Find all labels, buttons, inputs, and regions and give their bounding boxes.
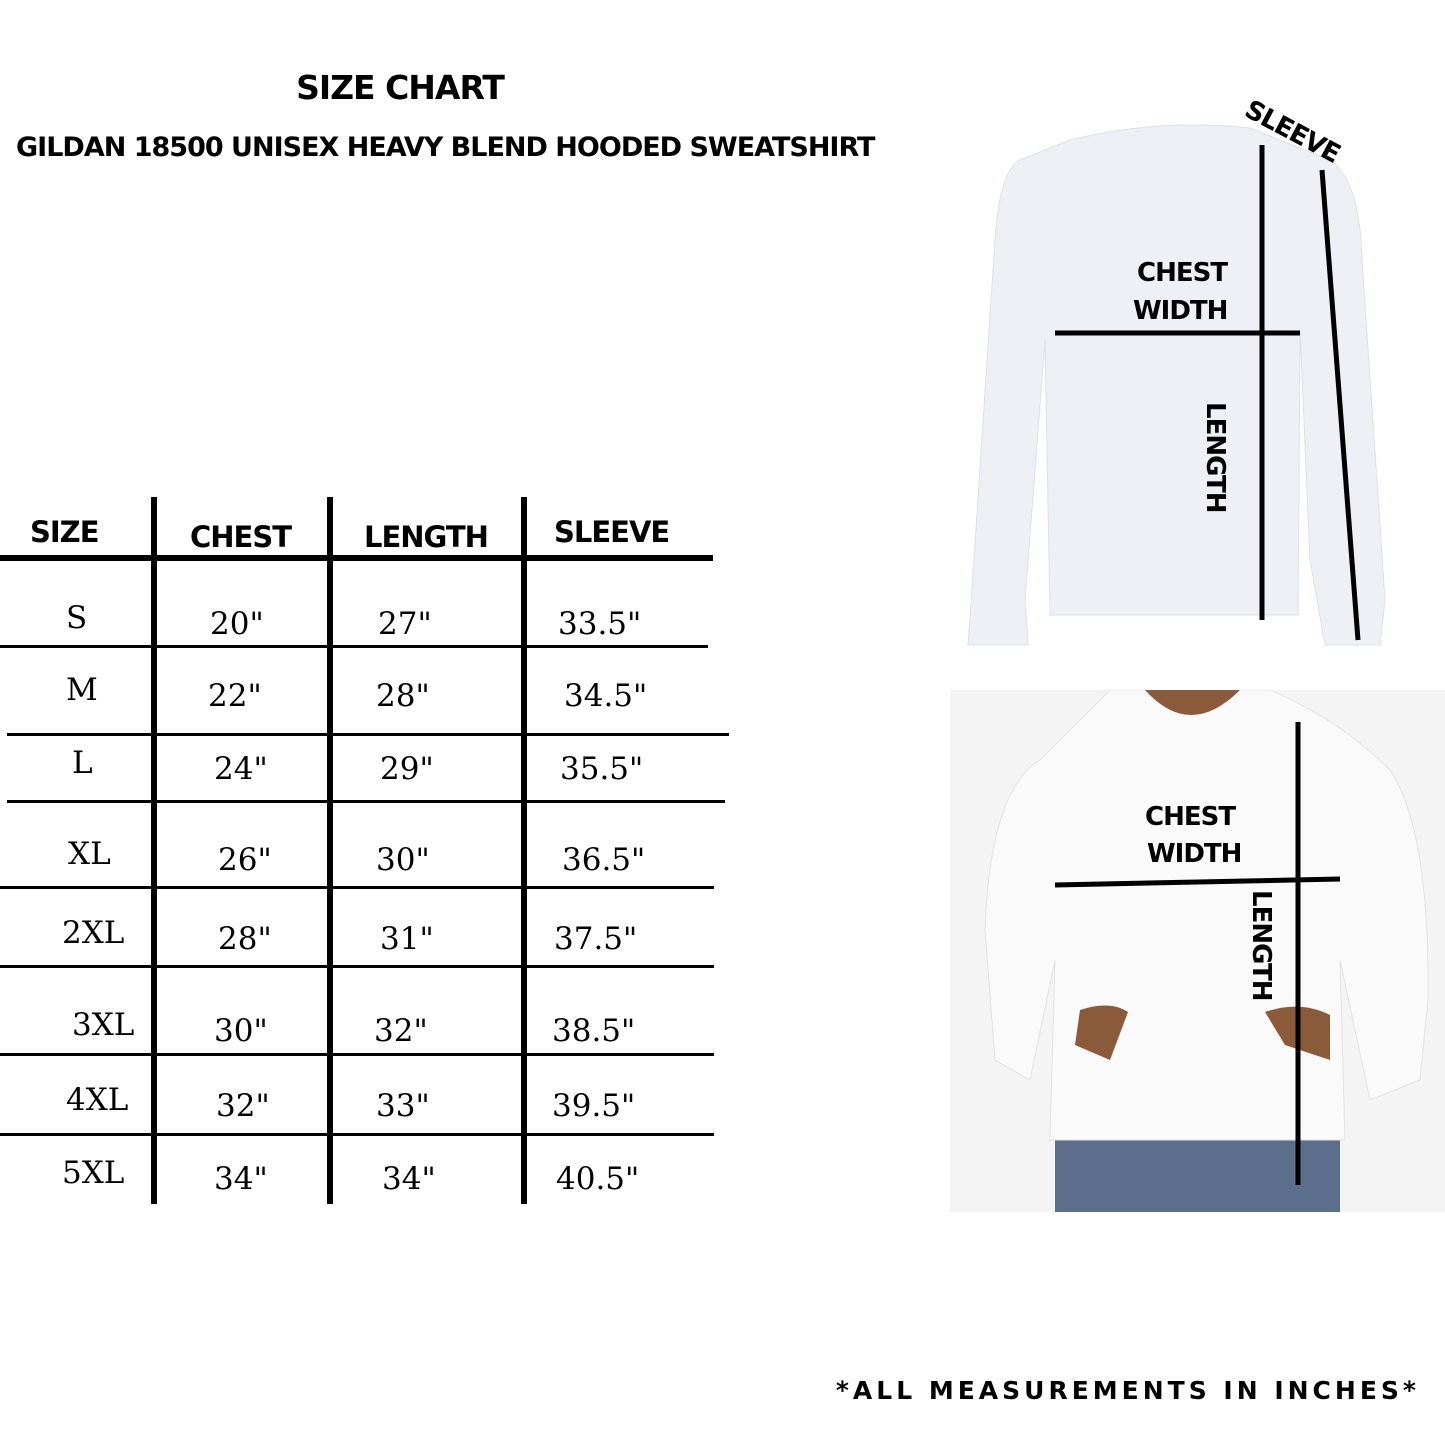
measurement-cell: 34" [382,1161,436,1197]
size-cell: L [72,745,93,781]
column-divider [521,497,527,1204]
measurement-cell: 27" [378,606,432,642]
measurement-cell: 38.5" [552,1013,636,1049]
hoodie-photo: CHEST WIDTH LENGTH [950,690,1445,1212]
size-cell: XL [68,836,111,872]
measurement-cell: 28" [376,678,430,714]
size-cell: 5XL [62,1155,125,1191]
length-label: LENGTH [1200,402,1230,512]
column-header: LENGTH [364,520,489,554]
row-divider [0,965,714,968]
header-divider [0,555,713,561]
measurement-cell: 20" [210,606,264,642]
size-cell: M [66,672,98,708]
row-divider [0,1053,714,1056]
page-title: SIZE CHART [296,68,505,107]
measurement-cell: 34" [214,1161,268,1197]
measurement-cell: 30" [214,1013,268,1049]
row-divider [0,886,714,889]
measurement-cell: 22" [208,678,262,714]
size-cell: S [66,600,88,636]
measurement-cell: 31" [380,921,434,957]
sweatshirt-image [967,124,1386,646]
row-divider [0,645,708,648]
row-divider [7,800,725,803]
measurement-cell: 28" [218,921,272,957]
measurement-cell: 26" [218,842,272,878]
product-subtitle: GILDAN 18500 UNISEX HEAVY BLEND HOODED S… [16,132,875,163]
measurement-cell: 35.5" [560,751,644,787]
measurement-cell: 30" [376,842,430,878]
column-divider [327,497,333,1204]
size-cell: 2XL [62,915,125,951]
measurement-cell: 32" [374,1013,428,1049]
measurement-cell: 37.5" [554,921,638,957]
measurement-cell: 36.5" [562,842,646,878]
column-divider [151,497,157,1204]
measurement-cell: 33" [376,1088,430,1124]
measurement-note: *ALL MEASUREMENTS IN INCHES* [835,1376,1420,1405]
column-header: SLEEVE [554,515,670,549]
sweatshirt-diagram: SLEEVE CHEST WIDTH LENGTH [967,95,1386,646]
hoodie-chest-label: CHEST [1145,802,1236,832]
measurement-cell: 33.5" [558,606,642,642]
size-cell: 4XL [66,1082,129,1118]
width-label: WIDTH [1133,296,1227,326]
measurement-cell: 40.5" [556,1161,640,1197]
hoodie-length-label: LENGTH [1246,890,1276,1000]
hoodie-width-label: WIDTH [1147,839,1241,869]
measurement-cell: 34.5" [564,678,648,714]
column-header: SIZE [30,515,100,549]
measurement-cell: 39.5" [552,1088,636,1124]
row-divider [7,733,729,736]
measurement-cell: 29" [380,751,434,787]
measurement-cell: 32" [216,1088,270,1124]
measurement-cell: 24" [214,751,268,787]
chest-label: CHEST [1137,258,1228,288]
row-divider [0,1133,714,1136]
column-header: CHEST [190,520,292,554]
size-cell: 3XL [72,1007,135,1043]
